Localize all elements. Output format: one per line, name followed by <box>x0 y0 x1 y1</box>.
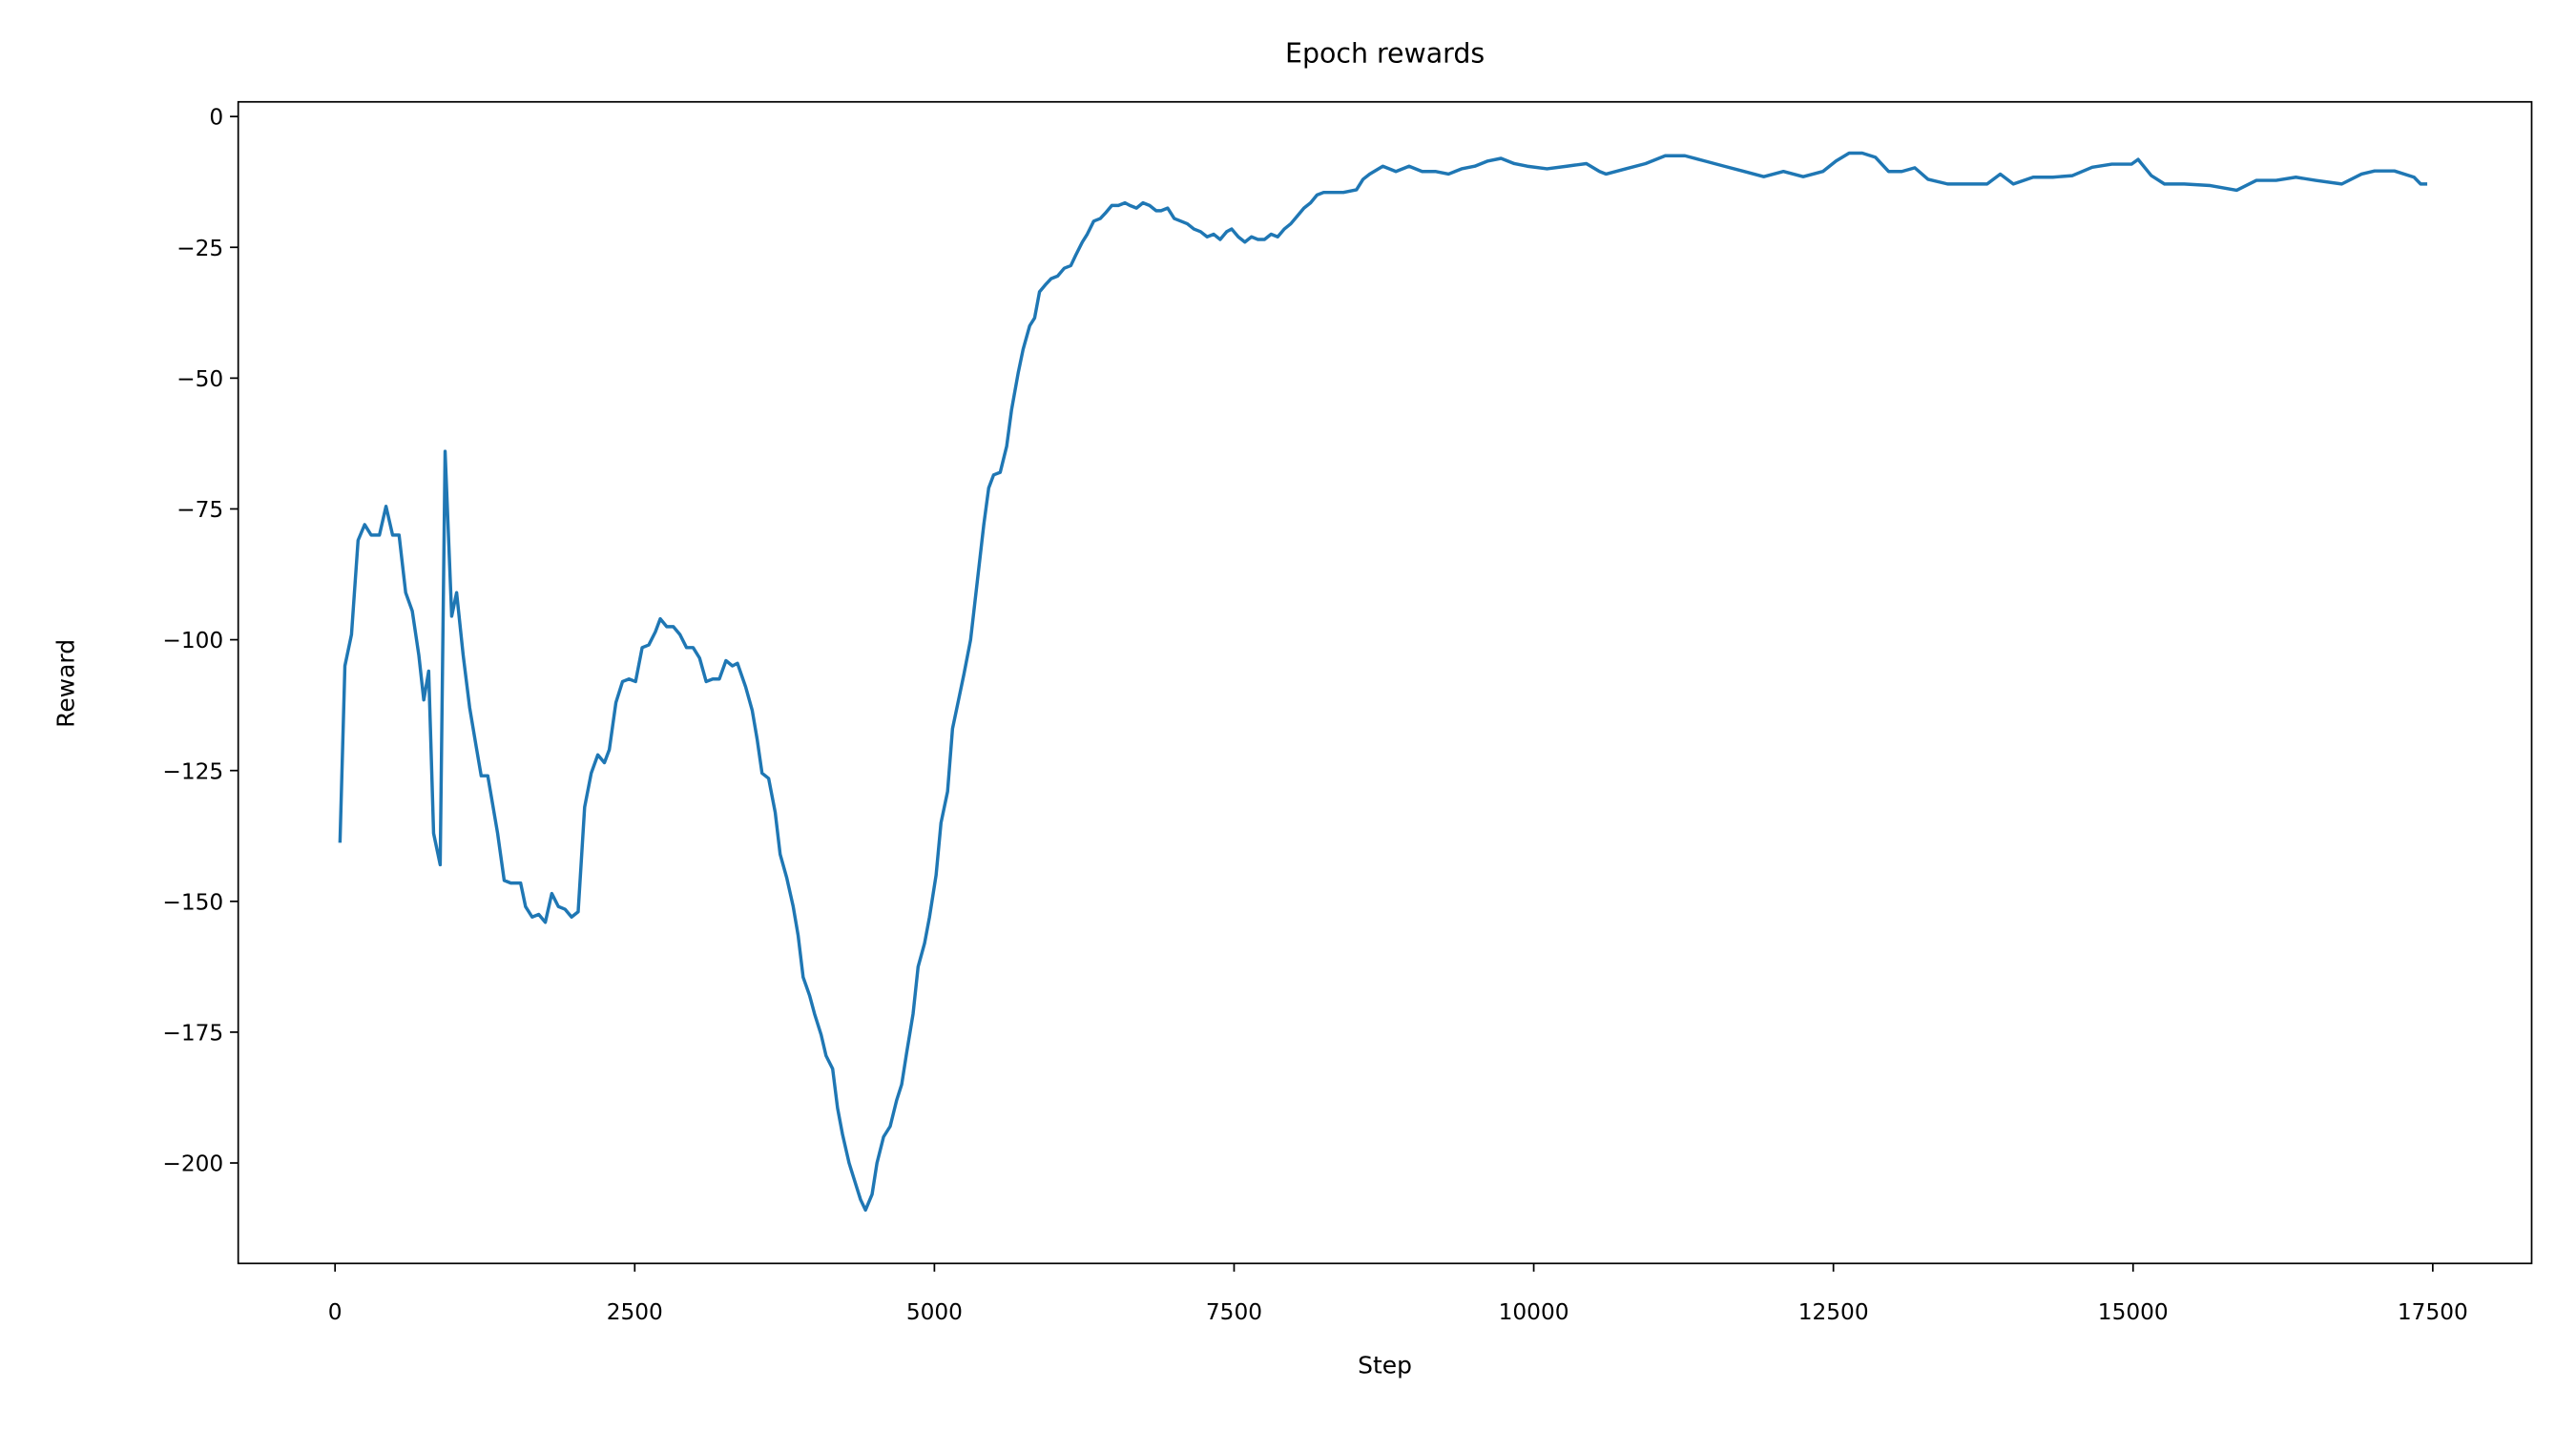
x-axis-label: Step <box>1358 1352 1412 1379</box>
y-tick-label: −175 <box>162 1021 223 1047</box>
plot-frame <box>237 100 2533 1265</box>
x-tick-label: 10000 <box>1499 1299 1569 1325</box>
x-tick-label: 5000 <box>906 1299 963 1325</box>
y-tick-label: −100 <box>162 628 223 653</box>
y-axis-label: Reward <box>52 639 79 728</box>
y-tick-label: 0 <box>209 105 223 131</box>
y-tick-label: −200 <box>162 1151 223 1177</box>
x-tick-label: 2500 <box>607 1299 663 1325</box>
x-tick-label: 7500 <box>1206 1299 1262 1325</box>
x-tick-label: 15000 <box>2098 1299 2169 1325</box>
y-tick-label: −50 <box>177 366 223 392</box>
chart-title: Epoch rewards <box>1285 37 1485 69</box>
y-tick-label: −25 <box>177 236 223 261</box>
x-tick-label: 17500 <box>2398 1299 2468 1325</box>
y-tick-label: −150 <box>162 889 223 915</box>
y-tick-label: −75 <box>177 497 223 523</box>
line <box>338 151 2428 1213</box>
x-tick-label: 12500 <box>1798 1299 1869 1325</box>
y-tick-label: −125 <box>162 758 223 784</box>
x-tick-label: 0 <box>328 1299 343 1325</box>
